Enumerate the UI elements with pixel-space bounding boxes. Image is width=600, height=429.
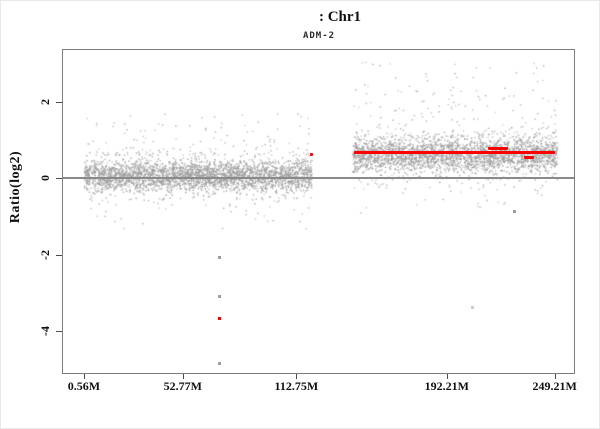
x-tick-label: 112.75M <box>274 379 319 393</box>
outlier-probe <box>513 210 517 214</box>
x-tick-label: 249.21M <box>532 379 577 393</box>
y-axis-title: Ratio(log2) <box>8 150 23 224</box>
outlier-probe <box>217 362 221 366</box>
y-tick-mark <box>56 331 62 333</box>
outlier-probe-red <box>217 316 221 320</box>
x-tick-label: 0.56M <box>67 379 101 393</box>
chart-subtitle: ADM-2 <box>302 31 336 41</box>
zero-ratio-line <box>63 177 574 180</box>
gain-call-lower <box>524 156 535 160</box>
y-tick-mark <box>56 254 62 256</box>
x-tick-mark <box>182 374 184 379</box>
y-tick-label: 2 <box>38 98 52 105</box>
chart-title: : Chr1 <box>318 9 362 25</box>
x-tick-mark <box>446 374 448 379</box>
y-tick-label: 0 <box>38 175 52 182</box>
outlier-probe <box>217 256 221 260</box>
x-tick-mark <box>296 374 298 379</box>
gain-call-main <box>354 150 556 154</box>
y-tick-label: -4 <box>38 326 52 337</box>
gain-call-p-terminal <box>309 153 314 157</box>
outlier-probe <box>217 294 221 298</box>
plot-area <box>62 49 575 374</box>
x-tick-label: 192.21M <box>424 379 469 393</box>
gain-call-upper <box>488 146 508 150</box>
scatter-canvas <box>63 50 574 373</box>
x-tick-mark <box>554 374 556 379</box>
outlier-probe <box>471 306 475 310</box>
x-tick-label: 52.77M <box>163 379 202 393</box>
x-tick-mark <box>83 374 85 379</box>
y-tick-label: -2 <box>38 249 52 260</box>
y-tick-mark <box>56 101 62 103</box>
y-tick-mark <box>56 178 62 180</box>
